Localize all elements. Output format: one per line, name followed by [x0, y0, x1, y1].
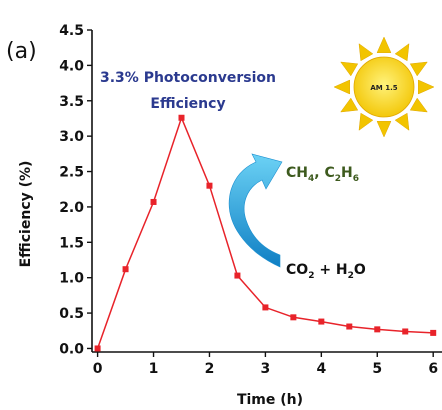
data-point	[150, 198, 157, 205]
x-ticks: 0 1 2 3 4 5 6	[93, 352, 438, 377]
sun-icon: AM 1.5	[333, 36, 435, 138]
sun-ray	[409, 97, 428, 113]
data-point	[234, 272, 241, 279]
data-point	[374, 326, 381, 333]
sun-ray	[358, 43, 374, 62]
sun-ray	[376, 121, 392, 138]
y-tick-label: 2.5	[59, 165, 84, 181]
sun-ray	[333, 79, 350, 95]
x-axis-label: Time (h)	[237, 392, 303, 408]
products-label: CH4, C2H6	[286, 165, 359, 184]
series-line	[96, 115, 434, 349]
data-point	[402, 328, 409, 335]
series-efficiency	[94, 114, 437, 352]
x-tick-label: 4	[316, 361, 326, 377]
data-point	[94, 345, 101, 352]
data-point	[290, 314, 297, 321]
y-tick-label: 4.0	[59, 58, 84, 74]
headline-line-1: 3.3% Photoconversion	[100, 70, 276, 86]
y-ticks: 0.0 0.5 1.0 1.5 2.0 2.5 3.0 3.5 4.0 4.5	[59, 23, 92, 357]
data-point	[346, 323, 353, 330]
x-tick-label: 6	[428, 361, 438, 377]
sun-ray	[394, 43, 410, 62]
x-tick-label: 0	[93, 361, 103, 377]
data-point	[318, 318, 325, 325]
y-axis-label: Efficiency (%)	[18, 161, 34, 268]
sun-ray	[418, 79, 435, 95]
y-tick-label: 1.5	[59, 235, 84, 251]
am-1-5-label: AM 1.5	[370, 84, 397, 92]
plot-axes: 0.0 0.5 1.0 1.5 2.0 2.5 3.0 3.5 4.0 4.5 0 1 2 3 4 5 6	[59, 23, 442, 377]
x-tick-label: 5	[372, 361, 382, 377]
sun-ray	[409, 61, 428, 77]
reactants-label: CO2 + H2O	[286, 262, 366, 281]
x-tick-label: 1	[149, 361, 159, 377]
data-point	[206, 182, 213, 189]
data-point	[262, 304, 269, 311]
y-tick-label: 2.0	[59, 200, 84, 216]
x-tick-label: 3	[261, 361, 271, 377]
y-tick-label: 0.5	[59, 306, 84, 322]
y-tick-label: 3.5	[59, 94, 84, 110]
y-tick-label: 0.0	[59, 341, 84, 357]
panel-label: (a)	[6, 39, 37, 64]
data-point	[122, 266, 129, 273]
sun-ray	[376, 36, 392, 53]
data-point	[178, 114, 185, 121]
y-tick-label: 1.0	[59, 271, 84, 287]
sun-ray	[340, 61, 359, 77]
sun-ray	[340, 97, 359, 113]
conversion-arrow-icon	[229, 153, 283, 268]
y-tick-label: 4.5	[59, 23, 84, 39]
sun-ray	[358, 112, 374, 131]
x-tick-label: 2	[205, 361, 215, 377]
sun-ray	[394, 112, 410, 131]
y-tick-label: 3.0	[59, 129, 84, 145]
data-point	[430, 329, 437, 336]
headline-line-2: Efficiency	[150, 96, 225, 112]
